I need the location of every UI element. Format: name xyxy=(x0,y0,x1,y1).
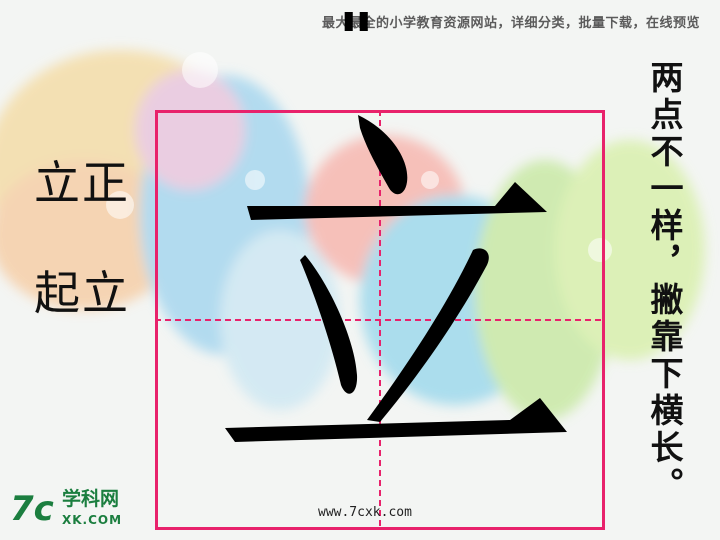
logo-mark: 7c xyxy=(10,489,54,529)
logo-chinese-name: 学科网 xyxy=(62,488,120,510)
writing-grid xyxy=(155,110,605,530)
watermark-url: www.7cxk.com xyxy=(318,505,412,520)
example-word-1: 立正 xyxy=(34,156,130,210)
stroke-slant xyxy=(367,248,489,422)
logo-domain: XK.COM xyxy=(62,513,123,527)
writing-tip: 两点不一样，撇靠下横长。 xyxy=(645,60,684,504)
stroke-dot xyxy=(358,115,408,195)
example-word-2: 起立 xyxy=(34,266,130,320)
stroke-bottom-horizontal xyxy=(225,398,567,442)
stroke-top-horizontal xyxy=(247,182,547,220)
stroke-order-marker: " xyxy=(338,0,375,80)
site-logo: 7c 学科网 XK.COM xyxy=(10,490,140,532)
stroke-left-dot xyxy=(300,255,358,394)
character-li-glyph xyxy=(225,115,567,442)
banner-text: 最大最全的小学教育资源网站，详细分类，批量下载，在线预览 xyxy=(321,16,700,31)
